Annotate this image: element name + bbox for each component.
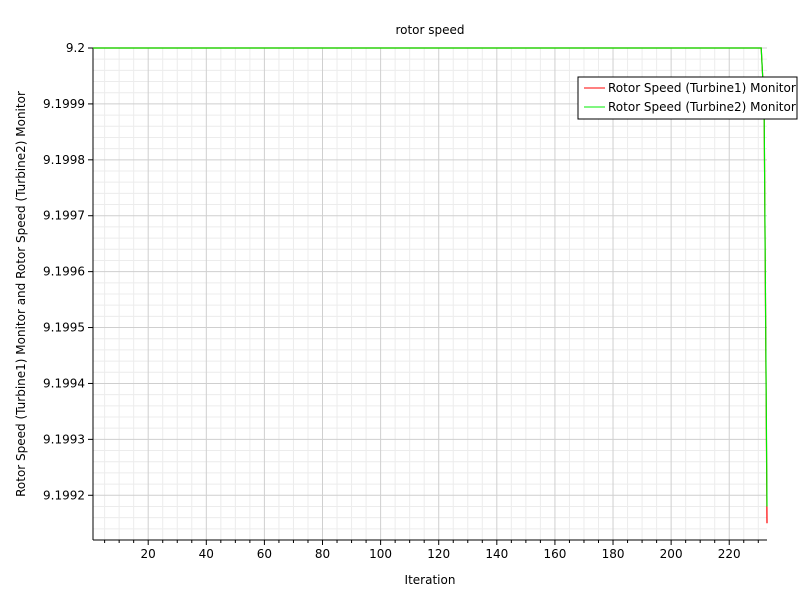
y-tick-label: 9.1999 (43, 97, 85, 111)
x-tick-label: 180 (602, 547, 625, 561)
grid-lines (93, 47, 767, 541)
x-tick-label: 40 (199, 547, 214, 561)
y-tick-label: 9.1996 (43, 265, 85, 279)
y-tick-label: 9.1992 (43, 488, 85, 502)
y-tick-label: 9.1994 (43, 376, 85, 390)
x-axis-label: Iteration (405, 573, 456, 587)
x-tick-label: 220 (718, 547, 741, 561)
legend-box (577, 76, 798, 120)
legend-label-turbine2: Rotor Speed (Turbine2) Monitor (608, 100, 796, 114)
y-tick-label: 9.1997 (43, 209, 85, 223)
y-tick-label: 9.1998 (43, 153, 85, 167)
y-tick-label: 9.1993 (43, 432, 85, 446)
series-lines (93, 47, 768, 524)
chart-title: rotor speed (395, 23, 464, 37)
series-line-turbine2 (93, 47, 768, 507)
y-tick-label: 9.2 (66, 41, 85, 55)
x-tick-label: 120 (427, 547, 450, 561)
axes: 20 40 60 80 100 120 140 160 180 200 220 9.1992 9.199… (43, 41, 767, 561)
x-tick-label: 20 (141, 547, 156, 561)
x-tick-label: 200 (660, 547, 683, 561)
legend-label-turbine1: Rotor Speed (Turbine1) Monitor (608, 81, 796, 95)
y-tick-label: 9.1995 (43, 321, 85, 335)
x-tick-label: 140 (485, 547, 508, 561)
x-tick-label: 80 (315, 547, 330, 561)
x-tick-label: 60 (257, 547, 272, 561)
x-tick-label: 100 (369, 547, 392, 561)
y-axis-label: Rotor Speed (Turbine1) Monitor and Rotor… (14, 91, 28, 497)
legend: Rotor Speed (Turbine1) Monitor Rotor Spe… (577, 76, 798, 120)
x-tick-label: 160 (543, 547, 566, 561)
